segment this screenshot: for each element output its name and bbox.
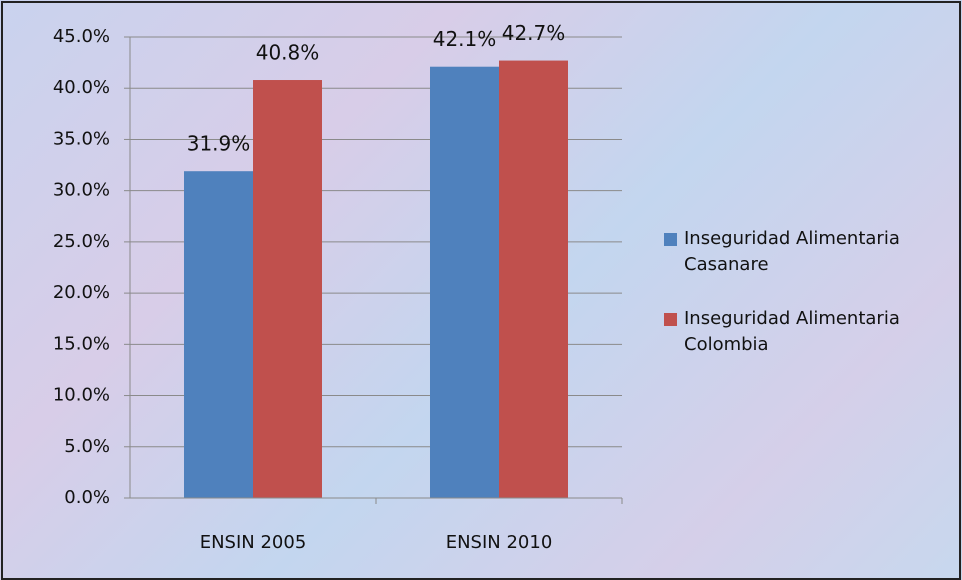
bar <box>253 80 322 498</box>
y-tick-label: 25.0% <box>53 231 110 252</box>
y-tick-label: 35.0% <box>53 128 110 149</box>
legend-item: Inseguridad Alimentaria Casanare <box>664 226 962 278</box>
value-label: 31.9% <box>187 132 251 156</box>
y-tick-label: 20.0% <box>53 282 110 303</box>
bar <box>499 60 568 498</box>
value-label: 40.8% <box>256 41 320 65</box>
value-label: 42.1% <box>433 27 497 51</box>
y-tick-label: 40.0% <box>53 77 110 98</box>
legend-label: Inseguridad Alimentaria Casanare <box>684 228 900 275</box>
legend-item: Inseguridad Alimentaria Colombia <box>664 306 962 358</box>
x-tick-label: ENSIN 2005 <box>200 532 307 553</box>
legend-label: Inseguridad Alimentaria Colombia <box>684 308 900 355</box>
legend-swatch <box>664 233 677 246</box>
y-tick-label: 5.0% <box>64 436 110 457</box>
y-tick-label: 0.0% <box>64 487 110 508</box>
bar <box>184 171 253 499</box>
value-label: 42.7% <box>502 21 566 45</box>
y-tick-label: 30.0% <box>53 180 110 201</box>
y-tick-label: 15.0% <box>53 333 110 354</box>
legend-swatch <box>664 313 677 326</box>
y-tick-label: 10.0% <box>53 385 110 406</box>
bar <box>430 66 499 498</box>
x-tick-label: ENSIN 2010 <box>446 532 553 553</box>
y-tick-label: 45.0% <box>53 26 110 47</box>
